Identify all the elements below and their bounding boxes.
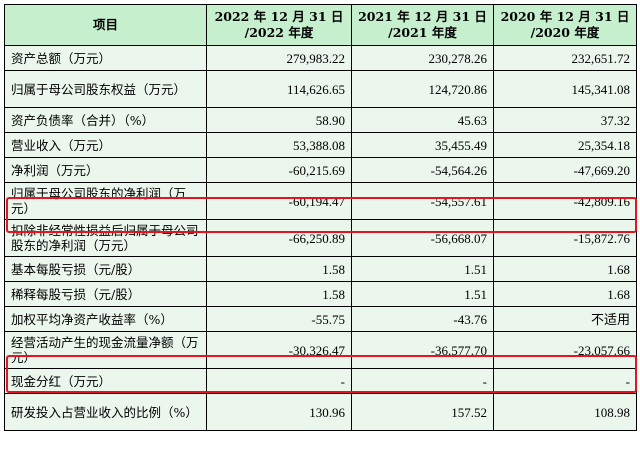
table-row: 稀释每股亏损（元/股） 1.58 1.51 1.68 <box>4 281 637 307</box>
value-cell: 1.58 <box>206 256 352 282</box>
value-cell: 不适用 <box>493 306 637 332</box>
table-row: 归属于母公司股东权益（万元） 114,626.65 124,720.86 145,34… <box>4 70 637 108</box>
value-cell: 1.58 <box>206 281 352 307</box>
header-item: 项目 <box>4 4 207 46</box>
value-cell: -60,215.69 <box>206 157 352 183</box>
value-cell: 145,341.08 <box>493 70 637 108</box>
value-cell: 53,388.08 <box>206 132 352 158</box>
header-line: 2022 年 12 月 31 日 <box>214 9 344 24</box>
table-header-row: 项目 2022 年 12 月 31 日/2022 年度 2021 年 12 月 … <box>4 4 637 46</box>
header-line: /2022 年度 <box>244 25 314 40</box>
row-label: 归属于母公司股东的净利润（万元） <box>4 182 207 220</box>
table-row: 扣除非经常性损益后归属于母公司股东的净利润（万元） -66,250.89 -56,6… <box>4 219 637 257</box>
table-row: 加权平均净资产收益率（%） -55.75 -43.76 不适用 <box>4 306 637 332</box>
header-line: /2020 年度 <box>530 25 600 40</box>
value-cell: 45.63 <box>351 107 494 133</box>
financial-data-table: 项目 2022 年 12 月 31 日/2022 年度 2021 年 12 月 … <box>4 4 637 431</box>
value-cell: 130.96 <box>206 393 352 431</box>
row-label: 加权平均净资产收益率（%） <box>4 306 207 332</box>
value-cell: -43.76 <box>351 306 494 332</box>
value-cell: 1.68 <box>493 281 637 307</box>
header-2022: 2022 年 12 月 31 日/2022 年度 <box>206 4 352 46</box>
table-row: 现金分红（万元） - - - <box>4 368 637 394</box>
value-cell: 124,720.86 <box>351 70 494 108</box>
value-cell: -36,577.70 <box>351 331 494 369</box>
value-cell: 230,278.26 <box>351 45 494 71</box>
row-label: 现金分红（万元） <box>4 368 207 394</box>
value-cell: -42,809.16 <box>493 182 637 220</box>
value-cell: -54,564.26 <box>351 157 494 183</box>
value-cell: 232,651.72 <box>493 45 637 71</box>
table-row: 经营活动产生的现金流量净额（万元） -30,326.47 -36,577.70 -23… <box>4 331 637 369</box>
value-cell: - <box>493 368 637 394</box>
row-label: 基本每股亏损（元/股） <box>4 256 207 282</box>
value-cell: -66,250.89 <box>206 219 352 257</box>
table-row: 营业收入（万元） 53,388.08 35,455.49 25,354.18 <box>4 132 637 158</box>
table-row: 研发投入占营业收入的比例（%） 130.96 157.52 108.98 <box>4 393 637 431</box>
value-cell: 114,626.65 <box>206 70 352 108</box>
row-label: 资产总额（万元） <box>4 45 207 71</box>
value-cell: 25,354.18 <box>493 132 637 158</box>
value-cell: 157.52 <box>351 393 494 431</box>
row-label: 净利润（万元） <box>4 157 207 183</box>
table-row: 归属于母公司股东的净利润（万元） -60,194.47 -54,557.61 -42,… <box>4 182 637 220</box>
value-cell: - <box>351 368 494 394</box>
value-cell: -30,326.47 <box>206 331 352 369</box>
header-line: 2021 年 12 月 31 日 <box>358 9 487 24</box>
table-row: 资产总额（万元） 279,983.22 230,278.26 232,651.72 <box>4 45 637 71</box>
row-label: 扣除非经常性损益后归属于母公司股东的净利润（万元） <box>4 219 207 257</box>
table-row: 净利润（万元） -60,215.69 -54,564.26 -47,669.20 <box>4 157 637 183</box>
table-row: 基本每股亏损（元/股） 1.58 1.51 1.68 <box>4 256 637 282</box>
value-cell: -47,669.20 <box>493 157 637 183</box>
value-cell: - <box>206 368 352 394</box>
value-cell: -56,668.07 <box>351 219 494 257</box>
value-cell: 35,455.49 <box>351 132 494 158</box>
row-label: 研发投入占营业收入的比例（%） <box>4 393 207 431</box>
header-line: /2021 年度 <box>388 25 457 40</box>
value-cell: -54,557.61 <box>351 182 494 220</box>
value-cell: 108.98 <box>493 393 637 431</box>
value-cell: 1.51 <box>351 281 494 307</box>
header-2021: 2021 年 12 月 31 日/2021 年度 <box>351 4 494 46</box>
row-label: 归属于母公司股东权益（万元） <box>4 70 207 108</box>
value-cell: 37.32 <box>493 107 637 133</box>
value-cell: -55.75 <box>206 306 352 332</box>
value-cell: -23,057.66 <box>493 331 637 369</box>
row-label: 经营活动产生的现金流量净额（万元） <box>4 331 207 369</box>
row-label: 资产负债率（合并）（%） <box>4 107 207 133</box>
row-label: 稀释每股亏损（元/股） <box>4 281 207 307</box>
value-cell: 1.68 <box>493 256 637 282</box>
header-line: 2020 年 12 月 31 日 <box>500 9 630 24</box>
row-label: 营业收入（万元） <box>4 132 207 158</box>
value-cell: -15,872.76 <box>493 219 637 257</box>
header-2020: 2020 年 12 月 31 日/2020 年度 <box>493 4 637 46</box>
value-cell: 1.51 <box>351 256 494 282</box>
value-cell: -60,194.47 <box>206 182 352 220</box>
value-cell: 58.90 <box>206 107 352 133</box>
value-cell: 279,983.22 <box>206 45 352 71</box>
table-row: 资产负债率（合并）（%） 58.90 45.63 37.32 <box>4 107 637 133</box>
